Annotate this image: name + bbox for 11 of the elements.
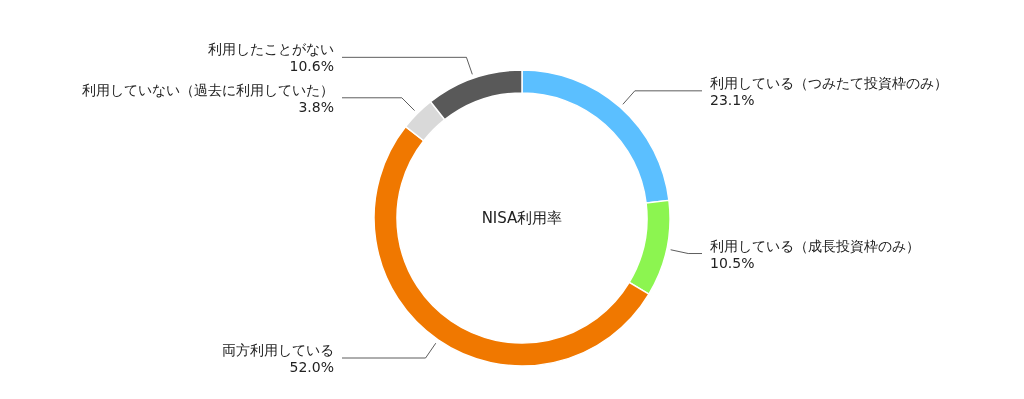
data-label: 10.5%: [710, 254, 755, 271]
slice-label: 利用したことがない: [208, 41, 334, 58]
slice-label: 利用している（つみたて投資枠のみ）: [710, 74, 948, 91]
data-label: 3.8%: [298, 98, 334, 115]
data-label: 23.1%: [710, 91, 755, 108]
data-label: 10.6%: [289, 58, 334, 75]
slice-label: 両方利用している: [222, 342, 334, 358]
text: NISA利用率: [481, 209, 563, 227]
data-label: 52.0%: [289, 359, 334, 375]
slice-label: 利用していない（過去に利用していた）: [82, 81, 334, 98]
slice-label: 利用している（成長投資枠のみ）: [710, 237, 920, 254]
